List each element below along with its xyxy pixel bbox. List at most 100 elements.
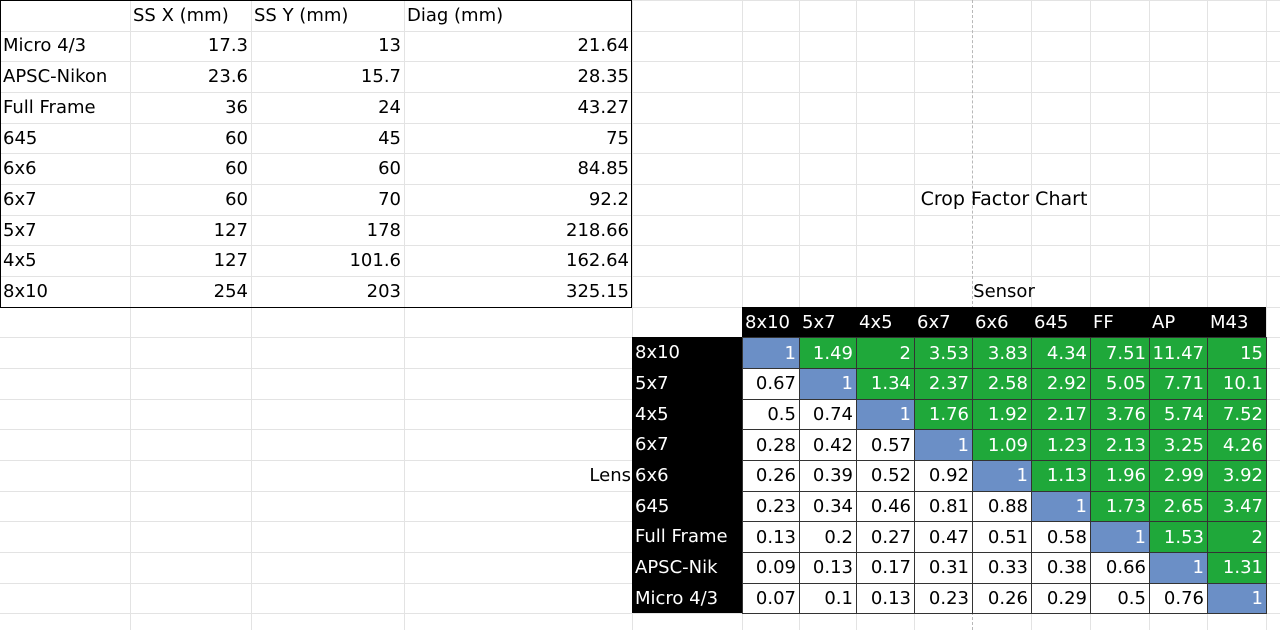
sensor-column-header: AP bbox=[1152, 311, 1176, 333]
dimension-value: 218.66 bbox=[566, 219, 629, 241]
crop-factor-cell: 1.13 bbox=[1031, 460, 1091, 492]
crop-factor-cell: 1 bbox=[1031, 490, 1091, 523]
sensor-column-header: FF bbox=[1093, 311, 1114, 333]
table-border bbox=[0, 0, 632, 308]
crop-factor-cell: 1 bbox=[972, 460, 1032, 492]
crop-factor-cell: 7.52 bbox=[1207, 398, 1267, 431]
dimension-value: 17.3 bbox=[207, 35, 248, 57]
row-gridline bbox=[0, 306, 1280, 308]
crop-factor-cell: 0.13 bbox=[856, 582, 915, 615]
dimension-value: 60 bbox=[225, 188, 248, 210]
dimension-value: 127 bbox=[213, 250, 248, 272]
sensor-column-header: M43 bbox=[1210, 311, 1249, 333]
crop-factor-cell: 1.23 bbox=[1031, 429, 1091, 462]
crop-factor-cell: 0.31 bbox=[914, 552, 973, 584]
column-header: Diag (mm) bbox=[407, 4, 504, 26]
format-name: 5x7 bbox=[3, 219, 37, 241]
crop-factor-cell: 2 bbox=[1207, 521, 1267, 554]
row-gridline bbox=[0, 613, 1280, 615]
dimension-value: 203 bbox=[366, 280, 401, 302]
column-header: SS Y (mm) bbox=[254, 4, 349, 26]
crop-factor-cell: 10.1 bbox=[1207, 368, 1267, 400]
dimension-value: 254 bbox=[213, 280, 248, 302]
crop-factor-cell: 0.2 bbox=[799, 521, 857, 554]
crop-factor-cell: 1 bbox=[1090, 521, 1150, 554]
crop-factor-cell: 0.74 bbox=[799, 398, 857, 431]
crop-factor-cell: 1.49 bbox=[799, 337, 857, 370]
crop-factor-cell: 4.26 bbox=[1207, 429, 1267, 462]
dimension-value: 36 bbox=[225, 96, 248, 118]
crop-factor-cell: 0.13 bbox=[799, 552, 857, 584]
crop-factor-cell: 1.92 bbox=[972, 398, 1032, 431]
crop-factor-cell: 0.52 bbox=[856, 460, 915, 492]
lens-label: Lens bbox=[589, 464, 631, 486]
crop-factor-cell: 2.13 bbox=[1090, 429, 1150, 462]
crop-factor-cell: 0.13 bbox=[742, 521, 800, 554]
crop-factor-cell: 0.58 bbox=[1031, 521, 1091, 554]
format-name: APSC-Nikon bbox=[3, 66, 108, 88]
dimension-value: 60 bbox=[378, 158, 401, 180]
crop-factor-cell: 0.27 bbox=[856, 521, 915, 554]
crop-factor-cell: 0.66 bbox=[1090, 552, 1150, 584]
sensor-column-header: 6x6 bbox=[975, 311, 1009, 333]
lens-row-header: 6x6 bbox=[635, 464, 669, 486]
crop-factor-cell: 2.99 bbox=[1149, 460, 1208, 492]
header-band bbox=[742, 306, 1266, 338]
crop-factor-cell: 2.37 bbox=[914, 368, 973, 400]
lens-row-header: APSC-Nik bbox=[635, 556, 718, 578]
lens-row-header: Micro 4/3 bbox=[635, 587, 719, 609]
crop-factor-cell: 1.34 bbox=[856, 368, 915, 400]
row-gridline bbox=[0, 153, 1280, 155]
lens-row-header: 6x7 bbox=[635, 434, 669, 456]
crop-factor-cell: 0.81 bbox=[914, 490, 973, 523]
crop-factor-cell: 0.5 bbox=[1090, 582, 1150, 615]
crop-factor-cell: 1 bbox=[1207, 582, 1267, 615]
format-name: 8x10 bbox=[3, 280, 49, 302]
crop-factor-cell: 0.17 bbox=[856, 552, 915, 584]
crop-factor-cell: 11.47 bbox=[1149, 337, 1208, 370]
dimension-value: 13 bbox=[378, 35, 401, 57]
dimension-value: 60 bbox=[225, 158, 248, 180]
crop-factor-cell: 1.31 bbox=[1207, 552, 1267, 584]
crop-factor-cell: 0.26 bbox=[972, 582, 1032, 615]
crop-factor-cell: 1.73 bbox=[1090, 490, 1150, 523]
dimension-value: 92.2 bbox=[588, 188, 629, 210]
crop-factor-cell: 1 bbox=[914, 429, 973, 462]
crop-factor-cell: 2 bbox=[856, 337, 915, 370]
crop-factor-cell: 1.53 bbox=[1149, 521, 1208, 554]
row-gridline bbox=[0, 245, 1280, 247]
crop-factor-cell: 3.92 bbox=[1207, 460, 1267, 492]
row-gridline bbox=[0, 122, 1280, 124]
lens-row-header: 5x7 bbox=[635, 372, 669, 394]
dimension-value: 24 bbox=[378, 96, 401, 118]
crop-factor-cell: 1.09 bbox=[972, 429, 1032, 462]
crop-factor-cell: 2.58 bbox=[972, 368, 1032, 400]
format-name: 645 bbox=[3, 127, 38, 149]
dimension-value: 70 bbox=[378, 188, 401, 210]
crop-factor-cell: 0.1 bbox=[799, 582, 857, 615]
crop-factor-cell: 0.09 bbox=[742, 552, 800, 584]
row-gridline bbox=[0, 61, 1280, 63]
crop-factor-cell: 4.34 bbox=[1031, 337, 1091, 370]
crop-factor-cell: 1.76 bbox=[914, 398, 973, 431]
lens-row-header: Full Frame bbox=[635, 526, 728, 548]
crop-factor-cell: 3.53 bbox=[914, 337, 973, 370]
crop-factor-cell: 2.92 bbox=[1031, 368, 1091, 400]
dimension-value: 84.85 bbox=[577, 158, 629, 180]
column-gridline bbox=[404, 0, 405, 630]
crop-factor-cell: 0.23 bbox=[742, 490, 800, 523]
crop-factor-cell: 0.34 bbox=[799, 490, 857, 523]
crop-factor-cell: 0.42 bbox=[799, 429, 857, 462]
row-header-band bbox=[632, 337, 742, 614]
crop-factor-cell: 3.47 bbox=[1207, 490, 1267, 523]
row-gridline bbox=[0, 276, 1280, 278]
row-gridline bbox=[0, 184, 1280, 186]
crop-factor-cell: 0.38 bbox=[1031, 552, 1091, 584]
crop-factor-cell: 1 bbox=[856, 398, 915, 431]
lens-row-header: 8x10 bbox=[635, 342, 681, 364]
crop-factor-cell: 0.46 bbox=[856, 490, 915, 523]
dimension-value: 101.6 bbox=[349, 250, 401, 272]
crop-factor-cell: 0.5 bbox=[742, 398, 800, 431]
crop-factor-cell: 0.92 bbox=[914, 460, 973, 492]
crop-factor-cell: 2.65 bbox=[1149, 490, 1208, 523]
